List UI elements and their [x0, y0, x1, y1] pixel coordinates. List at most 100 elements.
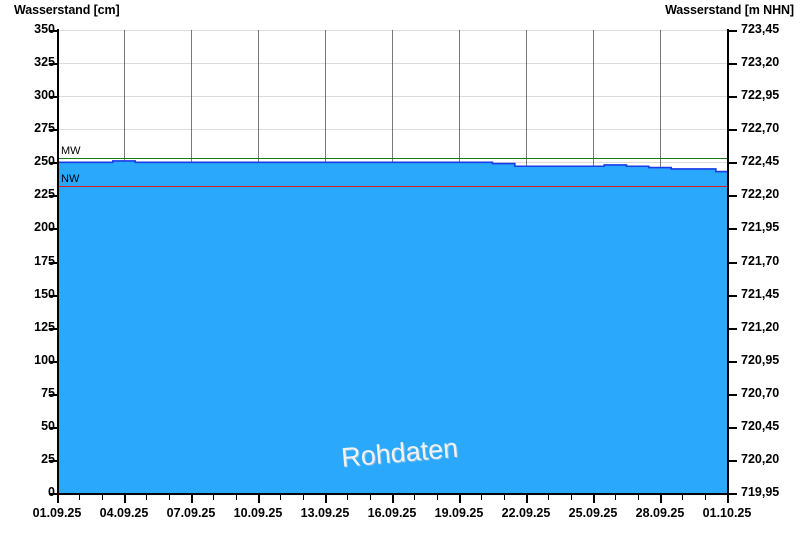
x-tick-minor: [347, 495, 349, 500]
x-tick-major: [660, 495, 662, 503]
y-tick-label-right: 720,70: [741, 385, 780, 400]
y-tick-label-right: 722,70: [741, 121, 780, 136]
x-tick-major: [392, 495, 394, 503]
nw-reference-line: [57, 186, 727, 187]
series-line-path: [57, 160, 727, 173]
y-tick-left: [49, 195, 57, 197]
x-tick-label: 13.09.25: [300, 506, 350, 520]
y-tick-label-right: 721,45: [741, 286, 780, 301]
x-tick-minor: [503, 495, 505, 500]
x-tick-minor: [637, 495, 639, 500]
y-tick-label-right: 720,20: [741, 451, 780, 466]
x-tick-minor: [682, 495, 684, 500]
y-tick-label-right: 721,20: [741, 319, 780, 334]
y-tick-left: [49, 328, 57, 330]
y-tick-left: [49, 361, 57, 363]
x-tick-label: 01.09.25: [32, 506, 82, 520]
y-tick-label-right: 720,95: [741, 352, 780, 367]
y-tick-label-left: 125: [34, 319, 55, 334]
bottom-axis-spine: [57, 493, 729, 495]
x-tick-major: [526, 495, 528, 503]
series-fill-path: [57, 160, 727, 493]
y-tick-label-right: 723,45: [741, 22, 780, 36]
y-tick-label-right: 722,20: [741, 187, 780, 202]
y-tick-right: [729, 295, 737, 297]
x-tick-minor: [168, 495, 170, 500]
y-tick-left: [49, 162, 57, 164]
x-tick-major: [258, 495, 260, 503]
x-tick-minor: [302, 495, 304, 500]
mw-reference-line: [57, 158, 727, 159]
y-tick-right: [729, 162, 737, 164]
y-tick-label-right: 722,95: [741, 88, 780, 103]
y-tick-right: [729, 328, 737, 330]
x-tick-minor: [213, 495, 215, 500]
left-axis-spine: [57, 29, 59, 495]
y-tick-label-left: 50: [41, 418, 55, 433]
y-tick-label-right: 721,95: [741, 220, 780, 235]
x-tick-label: 28.09.25: [635, 506, 685, 520]
y-tick-right: [729, 30, 737, 32]
x-tick-minor: [570, 495, 572, 500]
y-tick-right: [729, 262, 737, 264]
y-tick-label-left: 350: [34, 22, 55, 36]
x-tick-minor: [414, 495, 416, 500]
x-tick-minor: [280, 495, 282, 500]
x-tick-label: 07.09.25: [166, 506, 216, 520]
plot-area: MW NW: [57, 30, 727, 493]
y-tick-label-left: 75: [41, 385, 55, 400]
y-tick-left: [49, 394, 57, 396]
x-tick-major: [191, 495, 193, 503]
x-tick-label: 10.09.25: [233, 506, 283, 520]
left-axis-title: Wasserstand [cm]: [14, 3, 120, 17]
y-tick-left: [49, 460, 57, 462]
y-tick-right: [729, 394, 737, 396]
x-tick-minor: [79, 495, 81, 500]
x-tick-minor: [369, 495, 371, 500]
y-tick-label-left: 100: [34, 352, 55, 367]
y-tick-label-right: 722,45: [741, 154, 780, 169]
y-tick-label-left: 300: [34, 88, 55, 103]
y-tick-label-left: 175: [34, 253, 55, 268]
x-tick-minor: [481, 495, 483, 500]
y-tick-label-right: 723,20: [741, 55, 780, 70]
x-tick-label: 16.09.25: [367, 506, 417, 520]
y-tick-left: [49, 427, 57, 429]
y-tick-label-left: 200: [34, 220, 55, 235]
y-tick-label-left: 25: [41, 451, 55, 466]
y-tick-left: [49, 493, 57, 495]
y-tick-right: [729, 96, 737, 98]
y-tick-label-right: 719,95: [741, 485, 780, 499]
x-tick-label: 25.09.25: [568, 506, 618, 520]
x-tick-major: [124, 495, 126, 503]
y-tick-label-right: 721,70: [741, 253, 780, 268]
x-tick-minor: [615, 495, 617, 500]
y-tick-left: [49, 30, 57, 32]
y-tick-label-left: 275: [34, 121, 55, 136]
y-tick-label-left: 250: [34, 154, 55, 169]
x-tick-minor: [548, 495, 550, 500]
right-axis-title: Wasserstand [m NHN]: [665, 3, 794, 17]
y-tick-label-left: 325: [34, 55, 55, 70]
x-tick-label: 01.10.25: [702, 506, 752, 520]
x-tick-minor: [436, 495, 438, 500]
y-tick-right: [729, 427, 737, 429]
x-tick-major: [727, 495, 729, 503]
y-tick-left: [49, 262, 57, 264]
x-tick-label: 22.09.25: [501, 506, 551, 520]
x-tick-label: 04.09.25: [99, 506, 149, 520]
x-tick-major: [459, 495, 461, 503]
y-tick-right: [729, 195, 737, 197]
x-tick-major: [593, 495, 595, 503]
y-tick-left: [49, 129, 57, 131]
x-tick-major: [325, 495, 327, 503]
x-tick-label: 19.09.25: [434, 506, 484, 520]
y-tick-right: [729, 493, 737, 495]
y-tick-left: [49, 295, 57, 297]
y-tick-right: [729, 460, 737, 462]
x-tick-minor: [235, 495, 237, 500]
y-tick-label-right: 720,45: [741, 418, 780, 433]
x-tick-major: [57, 495, 59, 503]
y-tick-label-left: 225: [34, 187, 55, 202]
y-tick-right: [729, 63, 737, 65]
